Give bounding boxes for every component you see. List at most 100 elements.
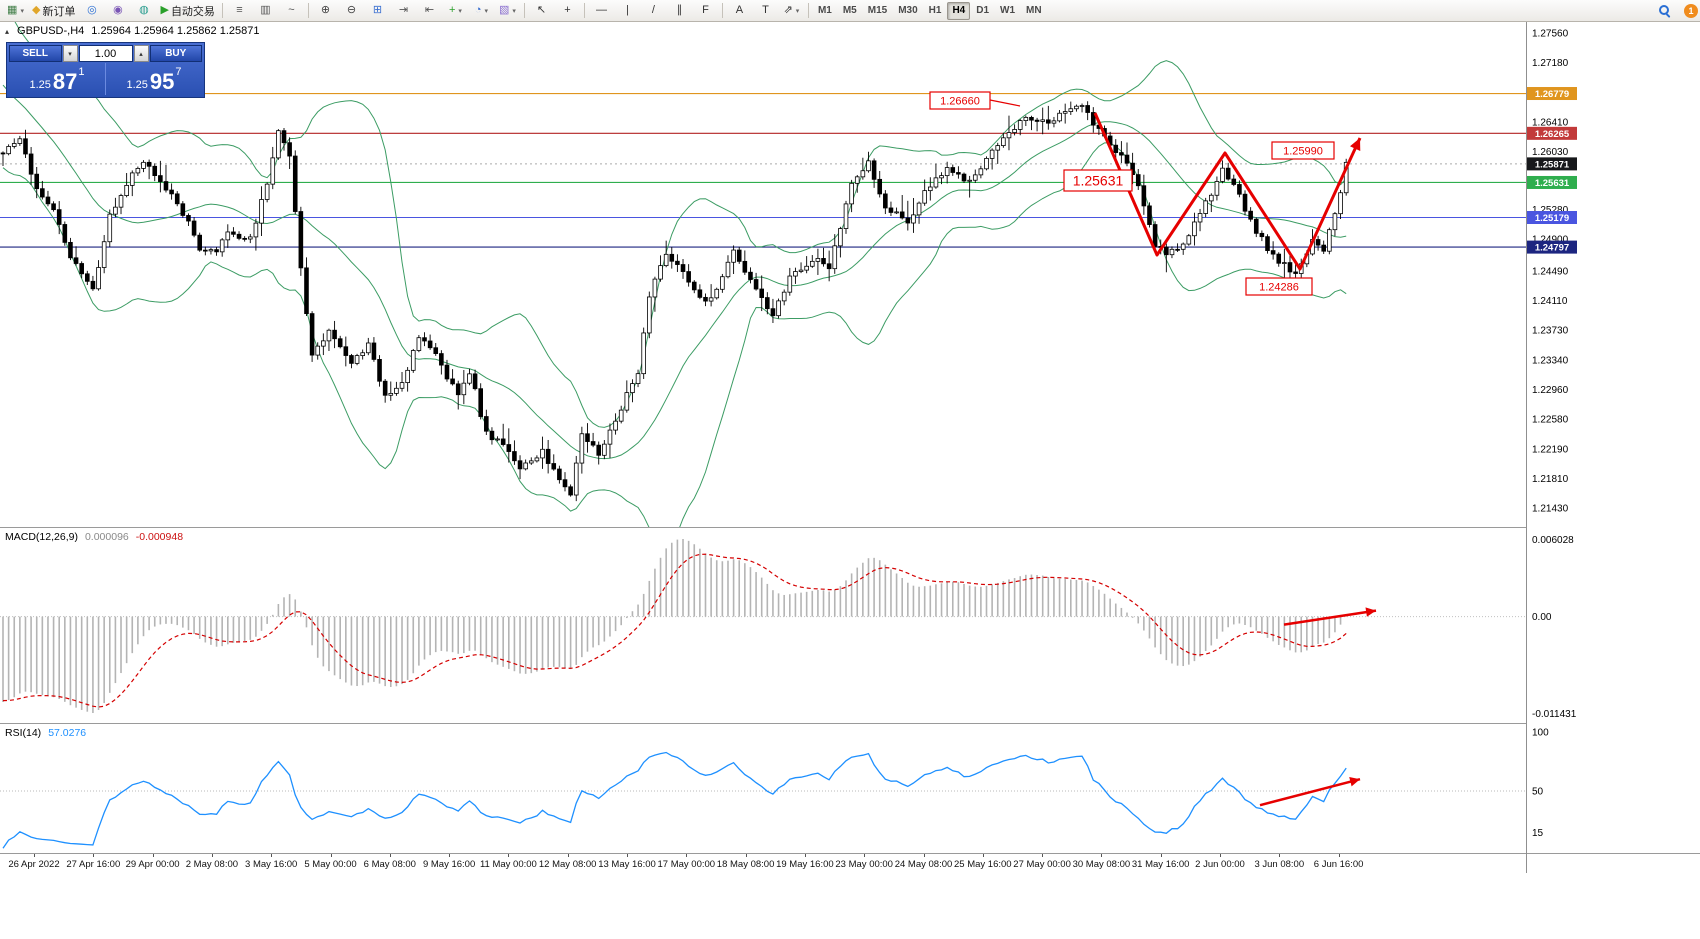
toolbar-separator (307, 3, 309, 18)
periods-icon: ◔ (474, 4, 482, 16)
time-label: 2 Jun 00:00 (1195, 859, 1245, 870)
tile-windows-button[interactable]: ⊞ (365, 1, 390, 20)
timeframe-h1-button[interactable]: H1 (928, 5, 942, 16)
vertical-line-button[interactable]: | (615, 1, 640, 20)
chart-ohlc-values: 1.25964 1.25964 1.25862 1.25871 (91, 25, 260, 37)
volume-input[interactable] (78, 45, 133, 62)
time-label: 3 Jun 08:00 (1254, 859, 1305, 870)
rsi-panel-canvas[interactable]: 100 50 15 (0, 723, 1700, 853)
price-tick-label: 1.21810 (1532, 474, 1569, 485)
auto-trading-button[interactable]: ▶ 自动交易 (157, 1, 217, 20)
price-tick-label: 1.23730 (1532, 325, 1569, 336)
time-label: 29 Apr 00:00 (125, 859, 180, 870)
time-label: 26 Apr 2022 (8, 859, 60, 870)
periods-button[interactable]: ◔ ▾ (469, 1, 494, 20)
trend-annotations[interactable]: 1.26660 1.25631 1.25990 1.24286 (929, 91, 1362, 296)
line-chart-button[interactable]: ~ (279, 1, 304, 20)
equidistant-channel-button[interactable]: ∥ (667, 1, 692, 20)
time-tick (982, 854, 984, 857)
price-badge (1527, 175, 1577, 189)
timeframe-m1-button[interactable]: M1 (817, 5, 832, 16)
text-label-button[interactable]: T (753, 1, 778, 20)
macd-panel-canvas[interactable]: 0.006028 0.00 -0.011431 (0, 527, 1700, 723)
timeframe-d1-button[interactable]: D1 (976, 5, 990, 16)
buy-price-panel[interactable]: 1.25 95 7 (106, 63, 202, 95)
timeframe-mn-button[interactable]: MN (1026, 5, 1042, 16)
signals-button[interactable]: ◍ (131, 1, 156, 20)
price-badge (1527, 157, 1577, 171)
volume-decrease-button[interactable]: ▾ (62, 45, 78, 62)
time-label: 12 May 08:00 (538, 859, 597, 870)
timeframe-w1-button[interactable]: W1 (1000, 5, 1016, 16)
search-button[interactable] (1652, 1, 1677, 20)
bar-chart-button[interactable]: ≡ (227, 1, 252, 20)
annotation-callout-line (989, 99, 1021, 107)
time-tick (745, 854, 747, 857)
rsi-axis-label: 50 (1532, 787, 1544, 798)
web-terminal-button[interactable]: ◎ (79, 1, 104, 20)
toolbar-separator (807, 3, 809, 18)
price-tick-label: 1.22190 (1532, 445, 1569, 456)
dropdown-arrow-icon: ▾ (484, 7, 489, 15)
sell-price-panel[interactable]: 1.25 87 1 (9, 63, 106, 95)
candles-layer (0, 101, 1349, 502)
price-tick-label: 1.26410 (1532, 118, 1569, 129)
zoom-out-button[interactable]: ⊖ (339, 1, 364, 20)
annotation-label-box[interactable] (1063, 169, 1133, 192)
price-tick-label: 1.24900 (1532, 235, 1569, 246)
new-chart-button[interactable]: ▦ ▾ (3, 1, 28, 20)
price-tick-label: 1.23340 (1532, 355, 1569, 366)
oneclick-toggle-icon[interactable]: ▴ (5, 26, 10, 36)
time-tick (923, 854, 925, 857)
annotation-label-box[interactable] (929, 91, 991, 110)
templates-button[interactable]: ▧ ▾ (495, 1, 520, 20)
horizontal-line-button[interactable]: — (589, 1, 614, 20)
time-tick (1101, 854, 1103, 857)
horizontal-price-lines[interactable] (0, 92, 1526, 248)
text-button[interactable]: A (727, 1, 752, 20)
chart-shift-icon: ⇤ (424, 4, 435, 16)
buy-button[interactable]: BUY (149, 45, 202, 62)
time-tick (449, 854, 451, 857)
community-button[interactable]: ◉ (105, 1, 130, 20)
volume-increase-button[interactable]: ▴ (133, 45, 149, 62)
macd-name: MACD(12,26,9) (5, 531, 78, 543)
macd-trend-arrow[interactable] (1283, 609, 1377, 626)
sell-button[interactable]: SELL (9, 45, 62, 62)
price-badge (1527, 87, 1577, 101)
price-scale[interactable]: 1.275601.271801.268001.264101.260301.256… (1526, 21, 1700, 527)
new-order-button[interactable]: ◆ 新订单 (29, 1, 78, 20)
time-label: 24 May 08:00 (894, 859, 953, 870)
main-chart-canvas[interactable]: 1.26660 1.25631 1.25990 1.24286 1.27560 1.271… (0, 21, 1700, 527)
timeframe-m15-button[interactable]: M15 (867, 5, 888, 16)
timeframe-m5-button[interactable]: M5 (842, 5, 857, 16)
trendline-button[interactable]: / (641, 1, 666, 20)
arrows-button[interactable]: ⇗ ▾ (779, 1, 804, 20)
crosshair-button[interactable]: + (555, 1, 580, 20)
timeframe-m30-button[interactable]: M30 (898, 5, 918, 16)
sell-price-sup: 1 (78, 66, 85, 78)
timeframe-h4-button[interactable]: H4 (947, 1, 971, 20)
fibonacci-icon: F (702, 4, 709, 16)
zoom-in-button[interactable]: ⊕ (313, 1, 338, 20)
candlestick-chart-button[interactable]: ▥ (253, 1, 278, 20)
annotation-label-box[interactable] (1271, 141, 1335, 160)
rsi-trend-arrow[interactable] (1259, 777, 1361, 807)
fibonacci-button[interactable]: F (693, 1, 718, 20)
rsi-value: 57.0276 (48, 727, 87, 739)
annotation-label-box[interactable] (1245, 277, 1313, 296)
candlestick-chart-icon: ▥ (260, 4, 271, 16)
time-label: 2 May 08:00 (185, 859, 239, 870)
macd-main-value: 0.000096 (84, 531, 129, 543)
macd-signal-line (2, 553, 1347, 708)
time-tick (864, 854, 866, 857)
indicators-button[interactable]: + ▾ (443, 1, 468, 20)
notification-badge[interactable]: 1 (1684, 3, 1698, 18)
cursor-button[interactable]: ↖ (529, 1, 554, 20)
web-terminal-icon: ◎ (87, 4, 97, 16)
community-icon: ◉ (113, 4, 123, 16)
time-axis[interactable]: 26 Apr 2022 27 Apr 16:00 29 Apr 00:00 2 May… (0, 853, 1700, 874)
auto-scroll-button[interactable]: ⇥ (391, 1, 416, 20)
price-axis-separator (1526, 21, 1527, 873)
chart-shift-button[interactable]: ⇤ (417, 1, 442, 20)
